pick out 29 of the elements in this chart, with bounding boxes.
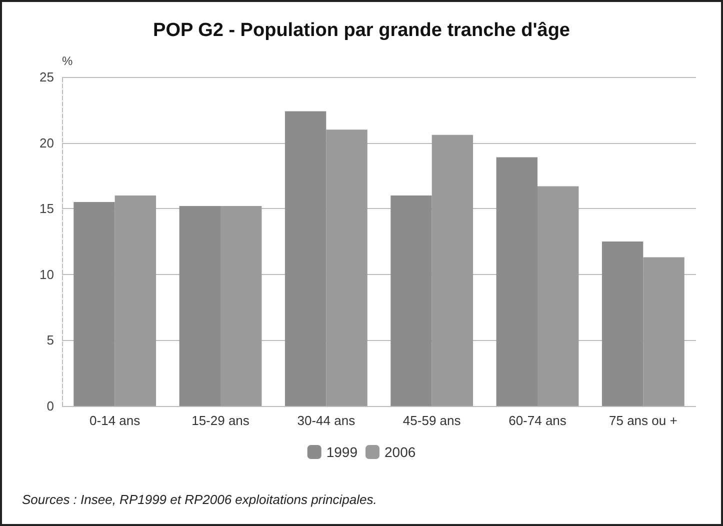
y-tick-label: 10: [40, 266, 54, 282]
legend-label: 1999: [326, 444, 358, 460]
x-tick-label: 60-74 ans: [508, 413, 567, 428]
x-tick-label: 15-29 ans: [192, 413, 250, 428]
bar: [643, 257, 684, 406]
source-note: Sources : Insee, RP1999 et RP2006 exploitations principales.: [22, 492, 377, 507]
x-tick-label: 0-14 ans: [90, 413, 141, 428]
bar: [114, 195, 156, 406]
y-tick-label: 25: [40, 70, 54, 84]
y-tick-label: 5: [46, 332, 54, 348]
legend-label: 2006: [384, 444, 416, 460]
y-tick-label: 0: [46, 398, 54, 414]
x-tick-label: 30-44 ans: [297, 413, 356, 428]
bar: [326, 130, 368, 406]
y-tick-label: 20: [40, 135, 54, 150]
bar: [390, 195, 432, 406]
x-tick-label: 45-59 ans: [402, 413, 462, 428]
bar: [74, 202, 115, 406]
bar: [496, 157, 538, 406]
y-tick-label: 15: [40, 201, 54, 216]
bar: [602, 242, 644, 406]
x-tick-label: 75 ans ou +: [609, 413, 678, 428]
y-axis-title: %: [62, 54, 73, 68]
bar: [538, 186, 579, 406]
bar: [220, 206, 262, 406]
bar: [432, 134, 474, 406]
bar: [179, 206, 220, 406]
chart-title: POP G2 - Population par grande tranche d'âge: [153, 20, 570, 41]
bar: [284, 111, 326, 406]
